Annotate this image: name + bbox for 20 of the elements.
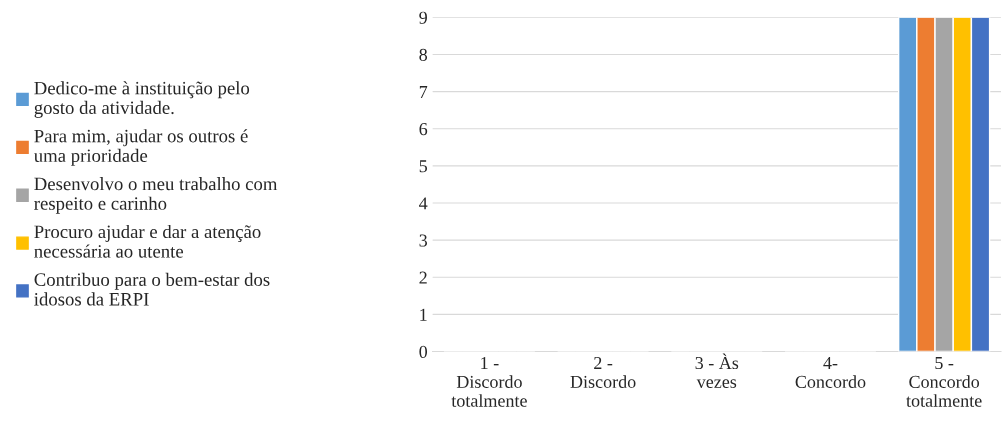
y-tick-label: 4 bbox=[419, 197, 428, 210]
y-tick-label: 6 bbox=[419, 123, 428, 136]
legend-label: Desenvolvo o meu trabalho com respeito e carinho bbox=[34, 177, 278, 214]
y-tick-label: 9 bbox=[419, 11, 427, 24]
y-tick-label: 2 bbox=[419, 271, 427, 284]
y-tick-label: 1 bbox=[420, 308, 427, 321]
x-tick-label: 1 - Discordo totalmente bbox=[451, 357, 527, 407]
y-tick-label: 7 bbox=[419, 86, 428, 98]
y-tick-label: 0 bbox=[419, 345, 428, 358]
y-tick-label: 8 bbox=[419, 48, 428, 61]
y-tick-label: 5 bbox=[419, 160, 428, 173]
x-tick-label: 5 - Concordo totalmente bbox=[906, 357, 982, 407]
x-tick-label: 2 - Discordo bbox=[570, 356, 636, 388]
x-tick-label: 4- Concordo bbox=[795, 357, 866, 388]
legend-label: Procuro ajudar e dar a atenção necessária ao utente bbox=[34, 224, 261, 258]
legend-label: Contribuo para o bem-estar dos idosos da ERPI bbox=[34, 272, 270, 306]
legend-label: Dedico-me à instituição pelo gosto da atividade. bbox=[34, 81, 250, 118]
y-tick-label: 3 bbox=[419, 234, 428, 247]
legend-label: Para mim, ajudar os outros é uma prioridade bbox=[34, 129, 248, 166]
x-tick-label: 3 - Às vezes bbox=[695, 353, 739, 388]
